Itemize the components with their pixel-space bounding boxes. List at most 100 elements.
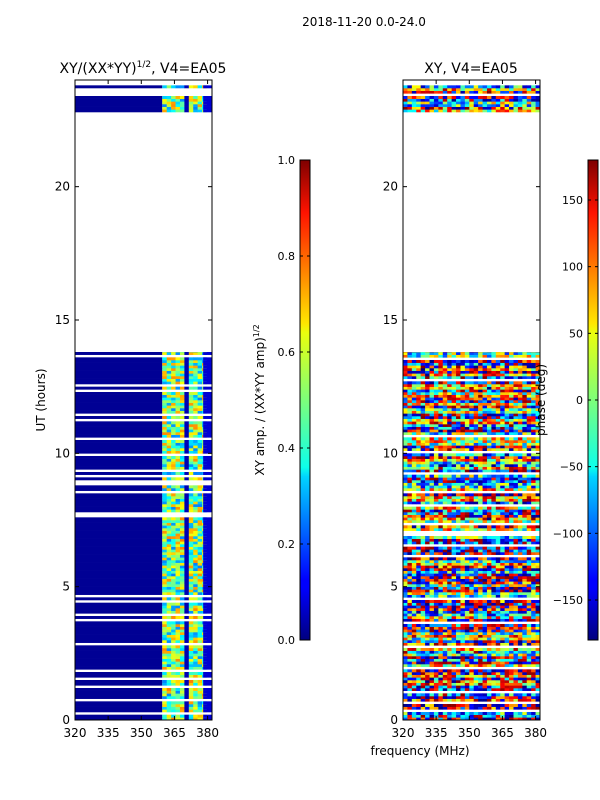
heatmap-cell: [495, 429, 501, 433]
heatmap-cell: [500, 589, 505, 593]
heatmap-cell: [495, 717, 501, 720]
heatmap-cell: [403, 485, 408, 489]
heatmap-cell: [162, 682, 168, 686]
heatmap-cell: [460, 384, 466, 387]
heatmap-cell: [193, 709, 198, 713]
heatmap-cell: [407, 557, 413, 561]
heatmap-cell: [197, 626, 203, 630]
heatmap-cell: [447, 373, 452, 377]
heatmap-cell: [442, 704, 448, 707]
heatmap-cell: [75, 554, 163, 558]
heatmap-cell: [411, 386, 417, 390]
heatmap-cell: [403, 632, 408, 635]
heatmap-cell: [438, 560, 444, 563]
heatmap-cell: [473, 429, 479, 433]
heatmap-cell: [179, 541, 185, 545]
heatmap-cell: [403, 546, 408, 550]
heatmap-cell: [517, 426, 523, 430]
heatmap-cell: [166, 410, 172, 414]
heatmap-cell: [429, 648, 435, 651]
heatmap-cell: [535, 525, 540, 529]
heatmap-cell: [513, 440, 519, 443]
heatmap-cell: [188, 616, 194, 619]
heatmap-cell: [197, 352, 203, 355]
heatmap-cell: [491, 610, 497, 614]
heatmap-cell: [433, 642, 439, 646]
heatmap-cell: [162, 434, 168, 438]
heatmap-cell: [166, 528, 172, 531]
heatmap-cell: [442, 525, 448, 529]
heatmap-cell: [162, 493, 168, 497]
heatmap-cell: [184, 509, 190, 513]
heatmap-cell: [522, 474, 528, 478]
heatmap-cell: [451, 464, 457, 467]
heatmap-cell: [504, 626, 510, 630]
heatmap-cell: [535, 474, 540, 478]
heatmap-cell: [197, 357, 203, 361]
heatmap-cell: [203, 472, 212, 475]
heatmap-cell: [486, 517, 492, 521]
heatmap-cell: [486, 416, 492, 419]
heatmap-cell: [442, 584, 448, 587]
heatmap-cell: [491, 418, 497, 422]
heatmap-cell: [513, 640, 519, 643]
heatmap-cell: [188, 650, 194, 654]
heatmap-cell: [469, 560, 475, 563]
heatmap-cell: [500, 608, 505, 611]
heatmap-cell: [416, 632, 421, 635]
heatmap-cell: [438, 424, 444, 427]
heatmap-cell: [535, 386, 540, 390]
heatmap-cell: [451, 696, 457, 699]
heatmap-cell: [495, 608, 501, 611]
heatmap-cell: [75, 661, 163, 665]
heatmap-cell: [526, 482, 532, 486]
heatmap-cell: [509, 656, 514, 659]
heatmap-cell: [75, 597, 163, 601]
heatmap-cell: [75, 362, 163, 366]
heatmap-cell: [407, 693, 413, 697]
heatmap-cell: [464, 445, 470, 449]
heatmap-cell: [447, 440, 452, 443]
heatmap-cell: [184, 424, 190, 427]
heatmap-cell: [447, 464, 452, 467]
heatmap-cell: [162, 429, 168, 433]
heatmap-cell: [451, 672, 457, 675]
heatmap-cell: [531, 394, 536, 398]
heatmap-cell: [495, 493, 501, 497]
heatmap-cell: [495, 477, 501, 481]
heatmap-cell: [522, 608, 528, 611]
heatmap-cell: [513, 602, 519, 606]
heatmap-cell: [478, 392, 483, 395]
heatmap-cell: [429, 381, 435, 385]
heatmap-cell: [456, 437, 461, 441]
heatmap-cell: [464, 562, 470, 566]
heatmap-cell: [456, 592, 461, 595]
heatmap-cell: [509, 685, 514, 689]
heatmap-cell: [513, 618, 519, 622]
heatmap-cell: [513, 658, 519, 662]
heatmap-cell: [179, 674, 185, 678]
heatmap-cell: [203, 664, 212, 667]
heatmap-cell: [482, 432, 488, 435]
heatmap-cell: [531, 602, 536, 606]
heatmap-cell: [197, 570, 203, 574]
heatmap-cell: [75, 517, 163, 521]
heatmap-cell: [197, 522, 203, 526]
heatmap-cell: [197, 456, 203, 459]
heatmap-cell: [504, 501, 510, 505]
heatmap-cell: [203, 701, 212, 705]
heatmap-cell: [403, 602, 408, 606]
heatmap-cell: [166, 360, 172, 363]
heatmap-cell: [469, 376, 475, 379]
heatmap-cell: [188, 458, 194, 462]
heatmap-cell: [171, 472, 176, 475]
heatmap-cell: [500, 381, 505, 385]
heatmap-cell: [188, 592, 194, 595]
heatmap-cell: [486, 440, 492, 443]
heatmap-cell: [433, 600, 439, 603]
heatmap-cell: [486, 541, 492, 545]
heatmap-cell: [425, 677, 430, 681]
heatmap-cell: [491, 568, 497, 571]
heatmap-cell: [495, 512, 501, 515]
heatmap-cell: [464, 509, 470, 513]
